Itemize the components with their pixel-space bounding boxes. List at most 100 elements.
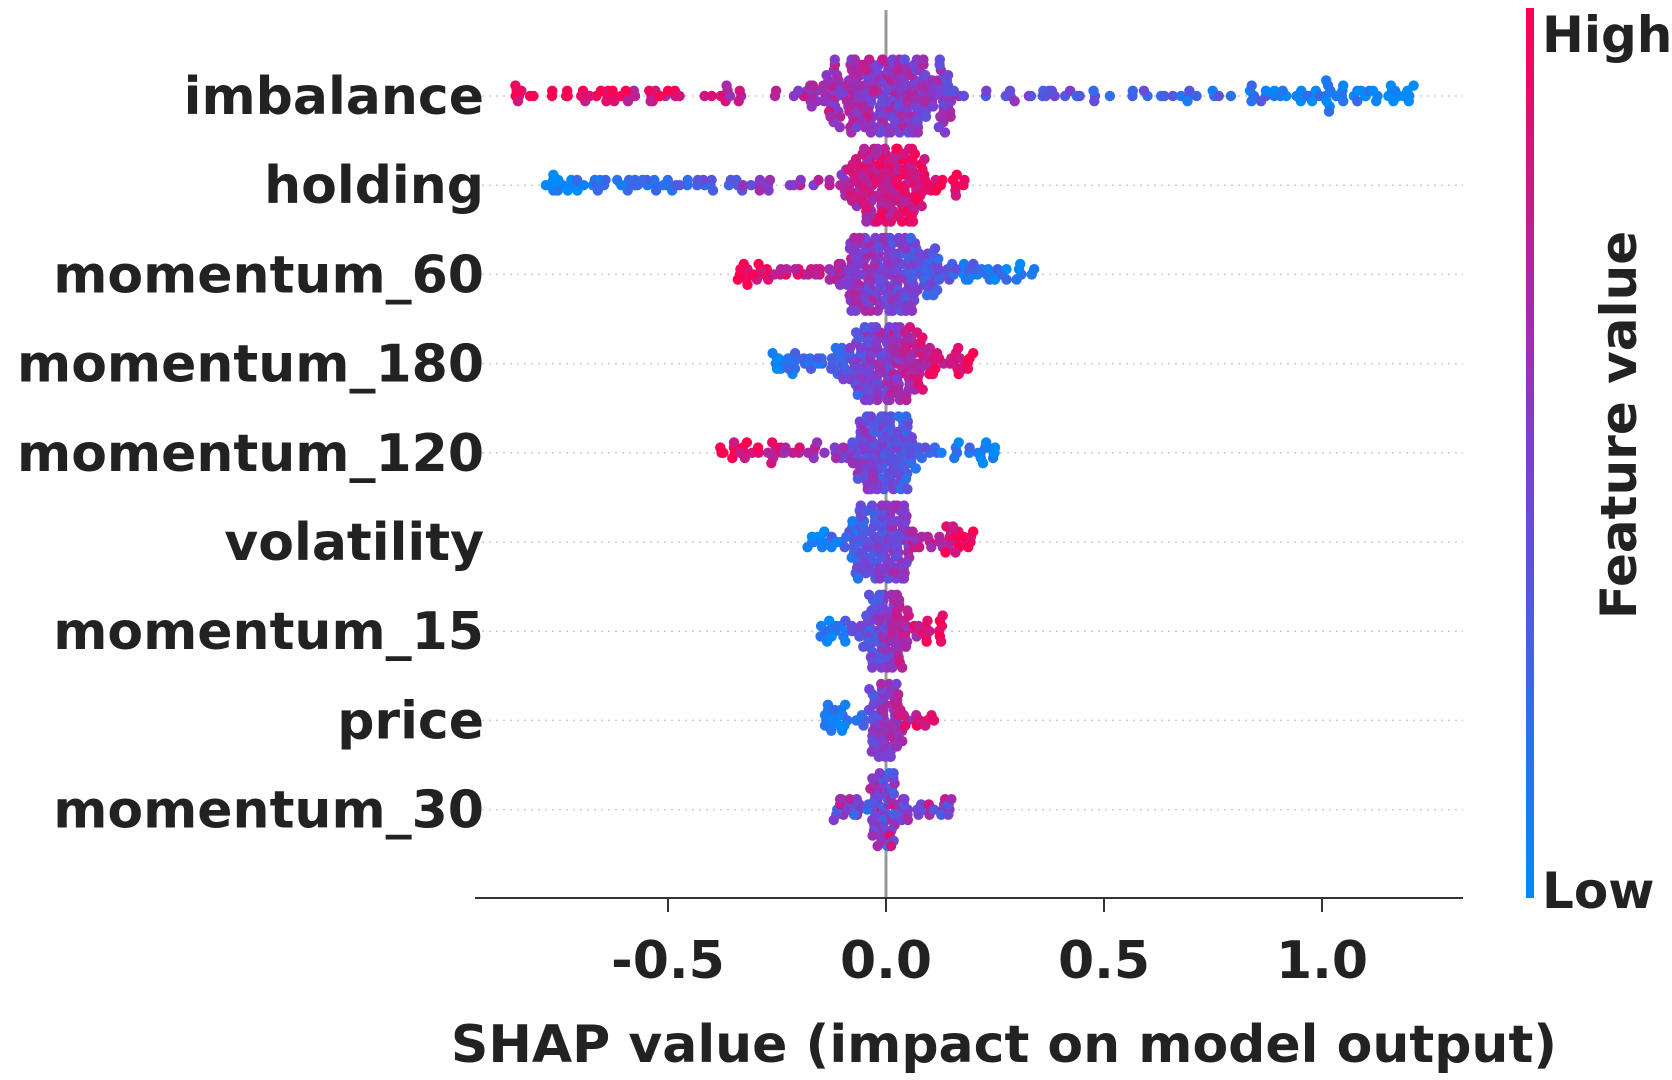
shap-dot-imbalance bbox=[699, 90, 710, 102]
x-tick-label: -0.5 bbox=[611, 931, 725, 991]
shap-dot-momentum_30 bbox=[888, 768, 899, 779]
x-tick-label: 1.0 bbox=[1276, 931, 1368, 991]
shap-dot-holding bbox=[725, 174, 736, 186]
shap-dot-holding bbox=[540, 180, 552, 191]
shap-dot-price bbox=[885, 751, 896, 762]
shap-dot-momentum_30 bbox=[863, 799, 874, 810]
shap-dot-momentum_30 bbox=[844, 794, 855, 805]
shap-dot-momentum_180 bbox=[953, 342, 964, 354]
feature-label-momentum_60: momentum_60 bbox=[53, 245, 484, 305]
shap-dot-momentum_180 bbox=[884, 394, 895, 406]
shap-dot-holding bbox=[861, 216, 872, 227]
shap-dot-momentum_60 bbox=[850, 305, 861, 316]
shap-dot-momentum_60 bbox=[1029, 264, 1040, 275]
shap-dot-holding bbox=[764, 174, 776, 186]
shap-dot-price bbox=[864, 684, 875, 695]
shap-dot-momentum_180 bbox=[783, 363, 794, 374]
shap-dot-momentum_60 bbox=[951, 264, 962, 275]
shap-dot-momentum_30 bbox=[902, 814, 914, 826]
shap-dot-momentum_120 bbox=[766, 458, 777, 469]
shap-dot-imbalance bbox=[654, 90, 665, 102]
shap-dot-momentum_180 bbox=[954, 353, 966, 364]
shap-dot-imbalance bbox=[1182, 96, 1193, 107]
shap-dot-imbalance bbox=[1191, 90, 1202, 102]
shap-dot-momentum_120 bbox=[902, 484, 913, 495]
shap-dot-volatility bbox=[876, 500, 888, 511]
shap-dot-momentum_60 bbox=[805, 264, 817, 275]
shap-dot-momentum_60 bbox=[842, 279, 853, 290]
shap-dot-momentum_30 bbox=[867, 773, 878, 784]
shap-dot-momentum_30 bbox=[828, 814, 839, 826]
shap-dot-momentum_15 bbox=[937, 610, 948, 621]
shap-dot-price bbox=[829, 704, 840, 716]
shap-dot-volatility bbox=[934, 531, 945, 542]
colorbar-low-label: Low bbox=[1542, 862, 1654, 920]
shap-dot-price bbox=[858, 720, 869, 731]
shap-dot-imbalance bbox=[1246, 80, 1257, 91]
shap-dot-volatility bbox=[816, 542, 828, 553]
shap-dot-imbalance bbox=[1323, 106, 1335, 117]
shap-dot-imbalance bbox=[734, 85, 745, 97]
shap-dot-imbalance bbox=[1025, 90, 1037, 102]
shap-dot-imbalance bbox=[819, 96, 830, 107]
shap-dot-holding bbox=[885, 216, 896, 227]
shap-dot-imbalance bbox=[1255, 96, 1267, 107]
shap-dot-holding bbox=[859, 143, 870, 154]
shap-dot-holding bbox=[871, 216, 883, 227]
shap-dot-volatility bbox=[874, 573, 886, 584]
shap-dot-price bbox=[851, 715, 862, 726]
shap-dot-imbalance bbox=[1074, 90, 1085, 102]
shap-dot-holding bbox=[872, 143, 883, 154]
shap-dot-holding bbox=[600, 174, 611, 186]
shap-dot-momentum_30 bbox=[834, 794, 846, 805]
shap-dot-momentum_180 bbox=[852, 389, 863, 400]
shap-dot-holding bbox=[682, 174, 693, 186]
shap-dot-momentum_120 bbox=[847, 458, 859, 469]
shap-dot-imbalance bbox=[948, 85, 959, 97]
shap-dot-momentum_120 bbox=[752, 442, 764, 453]
shap-dot-price bbox=[866, 746, 877, 757]
shap-dot-imbalance bbox=[512, 96, 524, 107]
feature-label-momentum_180: momentum_180 bbox=[17, 335, 484, 395]
feature-label-momentum_120: momentum_120 bbox=[17, 424, 484, 484]
shap-dot-momentum_120 bbox=[727, 452, 738, 464]
shap-dot-volatility bbox=[861, 505, 872, 516]
shap-dot-imbalance bbox=[1371, 96, 1382, 107]
shap-dot-imbalance bbox=[829, 54, 840, 65]
shap-dot-momentum_120 bbox=[767, 437, 778, 448]
shap-dot-momentum_180 bbox=[844, 342, 856, 354]
shap-dot-volatility bbox=[922, 531, 933, 542]
shap-dot-volatility bbox=[947, 521, 959, 532]
shap-dot-momentum_120 bbox=[893, 411, 904, 422]
shap-dot-momentum_60 bbox=[1001, 274, 1012, 285]
shap-dot-imbalance bbox=[1159, 90, 1170, 102]
shap-dot-momentum_180 bbox=[917, 332, 928, 343]
shap-dot-imbalance bbox=[601, 96, 612, 107]
shap-dot-imbalance bbox=[1321, 75, 1332, 86]
shap-dot-imbalance bbox=[733, 96, 744, 107]
shap-dot-imbalance bbox=[1338, 80, 1349, 91]
shap-dot-momentum_180 bbox=[968, 348, 979, 359]
colorbar-title: Feature value bbox=[1590, 231, 1648, 619]
feature-label-momentum_30: momentum_30 bbox=[53, 781, 484, 841]
shap-dot-holding bbox=[813, 174, 824, 186]
x-tick-label: 0.0 bbox=[840, 931, 932, 991]
shap-dot-holding bbox=[847, 159, 858, 170]
shap-dot-momentum_180 bbox=[782, 353, 794, 364]
shap-dot-volatility bbox=[907, 526, 918, 537]
shap-dot-imbalance bbox=[1408, 80, 1419, 91]
shap-dot-imbalance bbox=[607, 85, 618, 97]
shap-dot-momentum_30 bbox=[899, 794, 910, 805]
shap-dot-imbalance bbox=[645, 96, 656, 107]
shap-dot-momentum_60 bbox=[775, 264, 787, 275]
shap-dot-momentum_60 bbox=[934, 274, 945, 285]
shap-dot-momentum_60 bbox=[854, 232, 865, 244]
shap-dot-momentum_60 bbox=[912, 284, 923, 296]
shap-dot-momentum_60 bbox=[834, 279, 846, 290]
shap-dot-imbalance bbox=[1046, 85, 1058, 97]
shap-dot-price bbox=[891, 678, 902, 690]
shap-dot-imbalance bbox=[939, 127, 951, 138]
shap-dot-imbalance bbox=[942, 70, 954, 81]
shap-dot-momentum_30 bbox=[928, 804, 940, 815]
